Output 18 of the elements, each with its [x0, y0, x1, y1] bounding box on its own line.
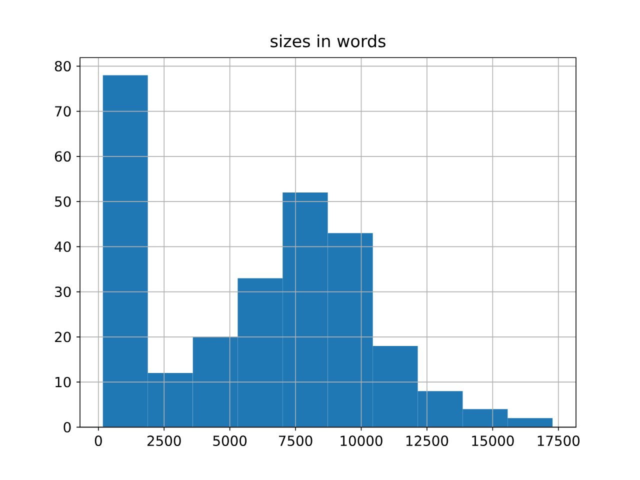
y-tick-label: 80: [54, 60, 71, 72]
y-tick-label: 30: [55, 286, 71, 298]
x-tick-label: 7500: [279, 436, 312, 446]
x-tick-label: 10000: [340, 436, 382, 446]
y-tick-label: 10: [56, 376, 71, 388]
y-tick-label: 70: [55, 106, 71, 117]
y-tick-label: 60: [54, 151, 71, 162]
chart-title: sizes in words: [270, 34, 386, 48]
x-tick-label: 12500: [406, 436, 448, 446]
y-tick-label: 20: [55, 332, 71, 342]
x-tick-label: 5000: [213, 436, 247, 446]
x-tick-label: 17500: [538, 436, 580, 446]
x-tick-label: 0: [94, 436, 102, 446]
y-tick-label: 40: [54, 241, 71, 252]
x-tick-label: 15000: [472, 436, 514, 446]
y-tick-label: 0: [64, 422, 71, 432]
x-tick-label: 2500: [147, 436, 181, 446]
y-tick-label: 50: [55, 196, 71, 207]
